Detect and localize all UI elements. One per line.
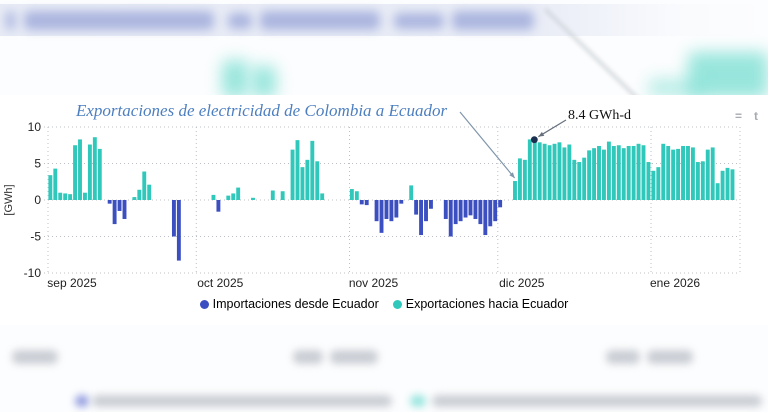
modebar-icon[interactable]: t bbox=[754, 109, 758, 123]
blurred-top-banner bbox=[0, 4, 768, 36]
legend-item-exportaciones[interactable]: Exportaciones hacia Ecuador bbox=[392, 297, 569, 311]
blurred-chart-peak bbox=[222, 60, 248, 98]
chart-legend: Importaciones desde Ecuador Exportacione… bbox=[0, 297, 768, 311]
blurred-legend-text bbox=[432, 395, 762, 407]
legend-label: Exportaciones hacia Ecuador bbox=[405, 297, 569, 311]
plot-area[interactable]: 10 5 0 -5 -10 sep 2025 oct 2025 nov 2025 dic 202… bbox=[0, 95, 768, 325]
blurred-trend-line bbox=[543, 8, 641, 102]
blurred-text bbox=[293, 350, 323, 364]
svg-text:oct 2025: oct 2025 bbox=[197, 276, 243, 290]
annotation-label: 8.4 GWh-d bbox=[568, 108, 631, 123]
blurred-text bbox=[330, 350, 378, 364]
blurred-title-text bbox=[452, 11, 534, 30]
blurred-title-text bbox=[394, 13, 444, 29]
blurred-text bbox=[606, 350, 640, 364]
svg-text:-5: -5 bbox=[30, 230, 41, 244]
chart-panel: Exportaciones de electricidad de Colombi… bbox=[0, 95, 768, 325]
blurred-legend-marker bbox=[410, 395, 426, 407]
modebar-icon[interactable]: = bbox=[734, 109, 742, 123]
legend-dot-teal bbox=[392, 299, 402, 309]
svg-text:nov 2025: nov 2025 bbox=[349, 276, 399, 290]
blurred-title-text bbox=[228, 13, 252, 29]
blurred-chart-peak bbox=[252, 66, 276, 98]
blurred-title-text bbox=[260, 11, 380, 30]
chart-modebar: = t bbox=[735, 109, 758, 123]
svg-text:sep 2025: sep 2025 bbox=[47, 276, 97, 290]
blurred-text bbox=[12, 350, 58, 364]
svg-text:dic 2025: dic 2025 bbox=[499, 276, 545, 290]
blurred-chart-peak bbox=[688, 52, 768, 98]
blurred-title-text bbox=[6, 11, 15, 30]
svg-text:[GWh]: [GWh] bbox=[3, 184, 15, 215]
blurred-legend-text bbox=[92, 395, 392, 407]
blurred-text bbox=[647, 350, 693, 364]
chart-title: Exportaciones de electricidad de Colombi… bbox=[76, 101, 448, 120]
svg-text:5: 5 bbox=[34, 157, 41, 171]
blurred-title-text bbox=[24, 11, 214, 30]
svg-text:ene 2026: ene 2026 bbox=[650, 276, 700, 290]
svg-text:-10: -10 bbox=[24, 266, 42, 280]
legend-dot-blue bbox=[199, 299, 209, 309]
legend-item-importaciones[interactable]: Importaciones desde Ecuador bbox=[199, 297, 379, 311]
svg-text:10: 10 bbox=[28, 120, 42, 134]
svg-text:0: 0 bbox=[34, 193, 41, 207]
blurred-legend-marker bbox=[75, 395, 89, 407]
legend-label: Importaciones desde Ecuador bbox=[212, 297, 379, 311]
